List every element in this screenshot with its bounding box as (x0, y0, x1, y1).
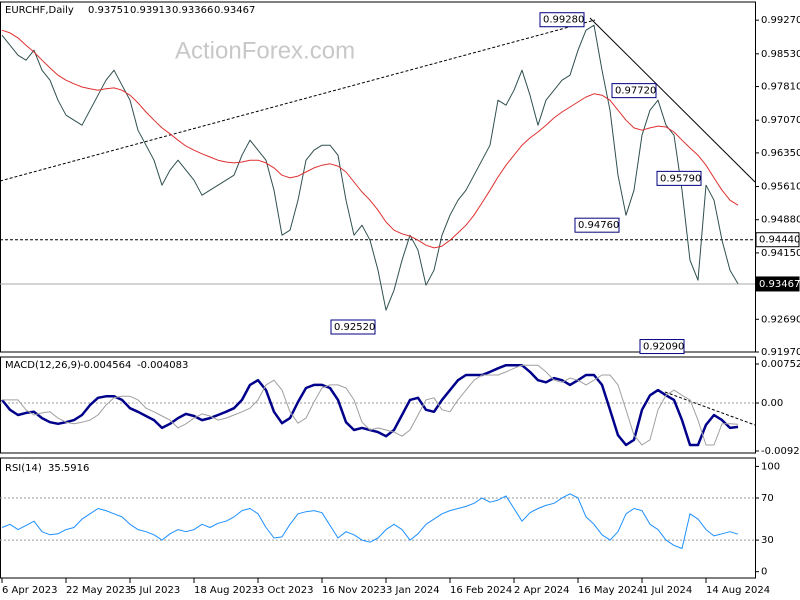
y-tick-label: 0.00 (761, 398, 783, 409)
rsi-value: 35.5916 (48, 463, 89, 474)
y-tick-label: 0.007526 (761, 359, 800, 370)
y-tick-label: 0.97810 (761, 82, 800, 93)
trend-line (664, 391, 756, 426)
y-tick-label: 0.94150 (761, 248, 800, 259)
rsi-title: RSI(14) (5, 463, 42, 474)
y-tick-label: 0.96350 (761, 148, 800, 159)
macd-value: -0.004083 (137, 360, 188, 371)
ohlc-value: 0.93467 (214, 5, 255, 16)
x-tick-label: 18 Aug 2023 (194, 585, 258, 596)
y-tick-label: 0.99270 (761, 15, 800, 26)
annotation-box (539, 12, 585, 28)
watermark: ActionForex.com (175, 37, 355, 64)
annotation-box (639, 339, 685, 355)
x-tick-label: 1 Jul 2024 (642, 585, 692, 596)
x-tick-label: 5 Jul 2023 (130, 585, 180, 596)
y-tick-label: 0.95610 (761, 182, 800, 193)
series-line (1, 29, 739, 249)
y-tick-label: 0.92690 (761, 314, 800, 325)
macd-value: -0.004564 (80, 360, 131, 371)
x-tick-label: 6 Apr 2023 (2, 585, 57, 596)
y-tick-label: -0.009252 (761, 446, 800, 457)
x-tick-label: 3 Jan 2024 (386, 585, 440, 596)
series-line (2, 364, 739, 446)
annotation-label: 0.92090 (643, 342, 684, 353)
y-tick-label: 100 (761, 461, 780, 472)
annotation-label: 0.94760 (578, 220, 619, 231)
ohlc-value: 0.93913 (130, 5, 171, 16)
y-tick-label: 0.97070 (761, 115, 800, 126)
price-label-box (755, 232, 800, 248)
x-tick-label: 3 Oct 2023 (258, 585, 313, 596)
annotation-box (611, 83, 657, 99)
ohlc-value: 0.93366 (172, 5, 213, 16)
annotation-label: 0.99280 (543, 15, 584, 26)
annotation-label: 0.95790 (660, 173, 701, 184)
x-tick-label: 2 Apr 2024 (514, 585, 569, 596)
panel-frame (0, 356, 756, 454)
series-line (1, 24, 739, 311)
price-label: 0.93467 (759, 279, 800, 290)
symbol-title: EURCHF,Daily (5, 5, 74, 16)
price-label-box (755, 276, 800, 292)
annotation-label: 0.92520 (334, 322, 375, 333)
trend-line (0, 19, 596, 182)
y-tick-label: 70 (761, 493, 774, 504)
y-tick-label: 0.98530 (761, 49, 800, 60)
x-tick-label: 16 Nov 2023 (322, 585, 386, 596)
annotation-label: 0.97720 (615, 86, 656, 97)
annotation-box (330, 319, 376, 335)
price-label: 0.94440 (759, 235, 800, 246)
x-tick-label: 16 Feb 2024 (450, 585, 512, 596)
macd-title: MACD(12,26,9) (5, 360, 81, 371)
panel-frame (0, 457, 756, 579)
y-tick-label: 0.91970 (761, 347, 800, 358)
trend-line (589, 17, 756, 183)
y-tick-label: 30 (761, 535, 774, 546)
ohlc-value: 0.93751 (88, 5, 129, 16)
panel-frame (0, 1, 756, 353)
y-tick-label: 0 (761, 567, 767, 578)
x-tick-label: 14 Aug 2024 (706, 585, 770, 596)
series-line (1, 493, 739, 549)
annotation-box (574, 217, 620, 233)
annotation-box (656, 170, 702, 186)
y-tick-label: 0.94880 (761, 215, 800, 226)
x-tick-label: 16 May 2024 (578, 585, 643, 596)
x-tick-label: 22 May 2023 (66, 585, 131, 596)
